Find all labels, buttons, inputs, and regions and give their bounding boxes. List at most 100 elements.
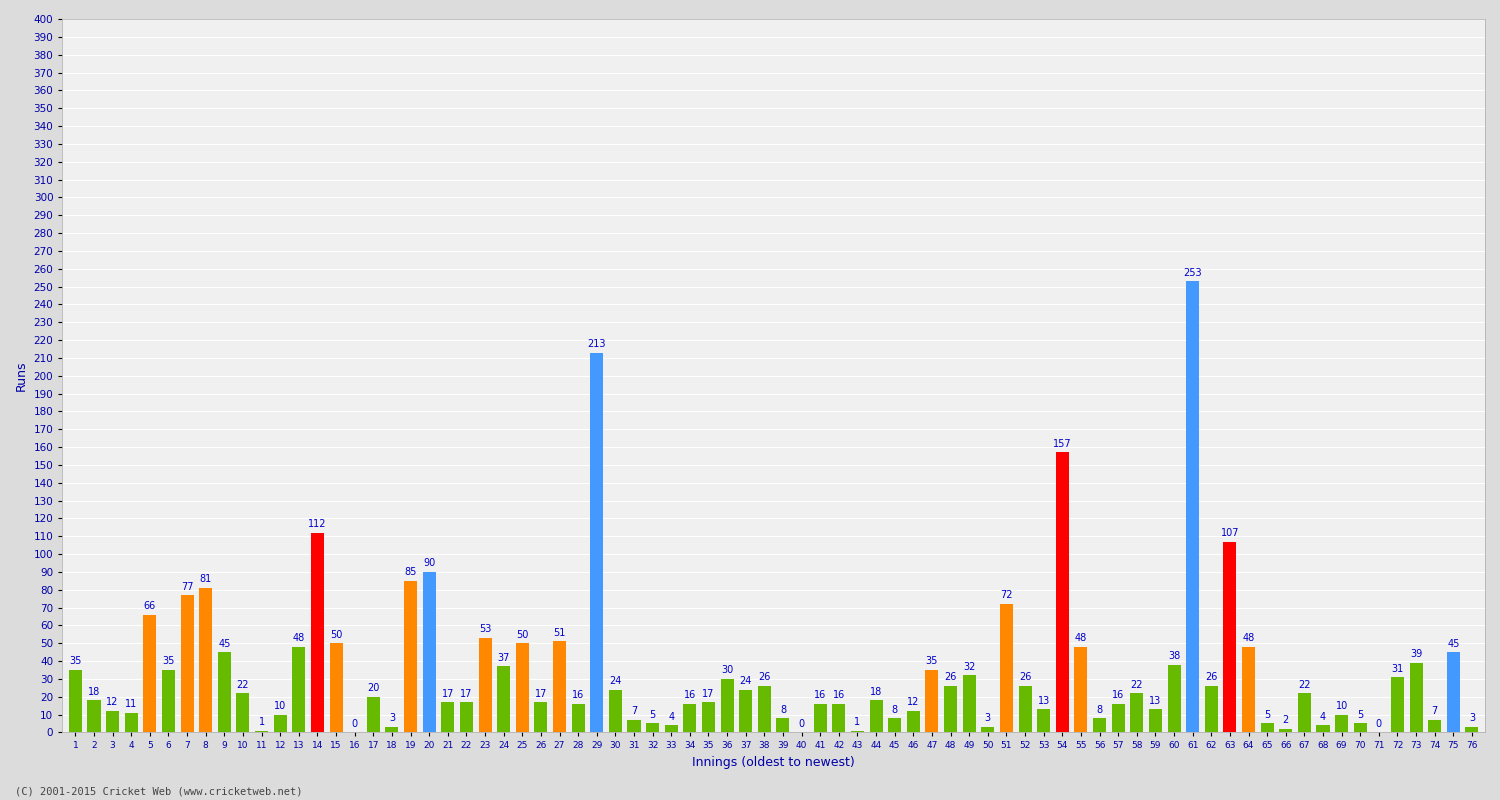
- Text: 26: 26: [945, 673, 957, 682]
- Text: 12: 12: [106, 698, 118, 707]
- Bar: [273, 714, 286, 733]
- Bar: [200, 588, 211, 733]
- Bar: [368, 697, 380, 733]
- Bar: [1149, 710, 1162, 733]
- Bar: [627, 720, 640, 733]
- Bar: [1353, 723, 1366, 733]
- Bar: [944, 686, 957, 733]
- Text: 35: 35: [69, 657, 81, 666]
- Bar: [870, 700, 882, 733]
- Text: 7: 7: [632, 706, 638, 716]
- Bar: [1410, 663, 1422, 733]
- Text: 85: 85: [405, 567, 417, 578]
- Text: 253: 253: [1184, 268, 1202, 278]
- Bar: [1335, 714, 1348, 733]
- Bar: [908, 711, 920, 733]
- Text: 16: 16: [815, 690, 827, 700]
- Text: 24: 24: [740, 676, 752, 686]
- Bar: [1019, 686, 1032, 733]
- Bar: [106, 711, 118, 733]
- Bar: [1131, 693, 1143, 733]
- Text: 30: 30: [722, 666, 734, 675]
- Bar: [460, 702, 472, 733]
- Bar: [963, 675, 975, 733]
- Bar: [124, 713, 138, 733]
- Bar: [478, 638, 492, 733]
- Text: 35: 35: [926, 657, 938, 666]
- Text: 77: 77: [182, 582, 194, 591]
- Bar: [162, 670, 176, 733]
- Text: 90: 90: [423, 558, 435, 568]
- Bar: [740, 690, 753, 733]
- Text: 31: 31: [1392, 663, 1404, 674]
- Bar: [833, 704, 846, 733]
- Bar: [423, 572, 435, 733]
- Text: 8: 8: [1096, 705, 1102, 714]
- Text: 0: 0: [351, 719, 358, 729]
- Text: 16: 16: [684, 690, 696, 700]
- Bar: [1466, 727, 1479, 733]
- Bar: [646, 723, 658, 733]
- Bar: [664, 726, 678, 733]
- Bar: [1298, 693, 1311, 733]
- Text: 1: 1: [855, 717, 861, 727]
- Bar: [144, 614, 156, 733]
- Text: 50: 50: [330, 630, 342, 640]
- Text: 45: 45: [217, 638, 231, 649]
- Bar: [1074, 647, 1088, 733]
- Text: 7: 7: [1431, 706, 1438, 716]
- Text: 45: 45: [1448, 638, 1460, 649]
- Text: 53: 53: [478, 624, 490, 634]
- Text: 5: 5: [650, 710, 656, 720]
- Text: 22: 22: [1131, 680, 1143, 690]
- Bar: [702, 702, 715, 733]
- Text: 13: 13: [1038, 696, 1050, 706]
- Bar: [330, 643, 342, 733]
- Bar: [496, 666, 510, 733]
- Text: 35: 35: [162, 657, 174, 666]
- Text: 51: 51: [554, 628, 566, 638]
- Text: 12: 12: [908, 698, 920, 707]
- Text: 48: 48: [1242, 634, 1254, 643]
- Bar: [758, 686, 771, 733]
- Y-axis label: Runs: Runs: [15, 361, 28, 391]
- Text: 3: 3: [984, 714, 992, 723]
- Bar: [386, 727, 399, 733]
- Text: 26: 26: [1019, 673, 1031, 682]
- Bar: [1260, 723, 1274, 733]
- Text: 0: 0: [798, 719, 804, 729]
- X-axis label: Innings (oldest to newest): Innings (oldest to newest): [693, 756, 855, 769]
- Bar: [1186, 281, 1198, 733]
- Bar: [1167, 665, 1180, 733]
- Text: 17: 17: [534, 689, 548, 698]
- Bar: [572, 704, 585, 733]
- Bar: [813, 704, 826, 733]
- Text: 4: 4: [668, 712, 675, 722]
- Bar: [516, 643, 530, 733]
- Text: 17: 17: [460, 689, 472, 698]
- Text: 26: 26: [758, 673, 771, 682]
- Text: 18: 18: [88, 686, 101, 697]
- Text: (C) 2001-2015 Cricket Web (www.cricketweb.net): (C) 2001-2015 Cricket Web (www.cricketwe…: [15, 786, 303, 796]
- Text: 11: 11: [124, 699, 138, 710]
- Text: 22: 22: [237, 680, 249, 690]
- Text: 17: 17: [702, 689, 714, 698]
- Bar: [1036, 710, 1050, 733]
- Bar: [1242, 647, 1256, 733]
- Text: 81: 81: [200, 574, 211, 584]
- Bar: [217, 652, 231, 733]
- Text: 16: 16: [833, 690, 844, 700]
- Bar: [1094, 718, 1106, 733]
- Text: 66: 66: [144, 601, 156, 611]
- Bar: [1317, 726, 1329, 733]
- Text: 17: 17: [441, 689, 454, 698]
- Bar: [590, 353, 603, 733]
- Text: 10: 10: [1335, 701, 1347, 711]
- Text: 18: 18: [870, 686, 882, 697]
- Text: 2: 2: [1282, 715, 1288, 726]
- Bar: [255, 730, 268, 733]
- Text: 1: 1: [258, 717, 264, 727]
- Bar: [69, 670, 82, 733]
- Bar: [1056, 453, 1070, 733]
- Text: 157: 157: [1053, 439, 1071, 449]
